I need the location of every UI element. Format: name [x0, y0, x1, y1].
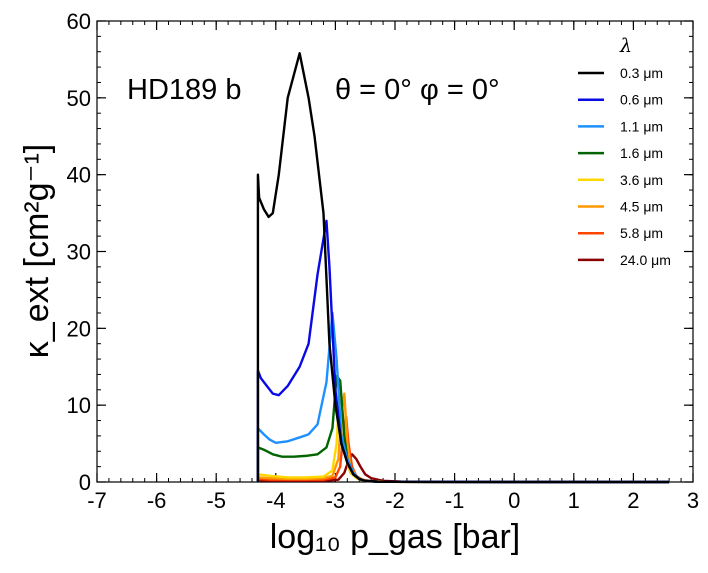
- legend-label: 24.0 μm: [620, 252, 671, 268]
- legend: λ 0.3 μm 0.6 μm 1.1 μm 1.6 μm 3.6 μm 4.5 μm 5.…: [578, 35, 671, 268]
- x-tick-label: -2: [385, 488, 405, 513]
- legend-label: 4.5 μm: [620, 199, 663, 215]
- angle-annotation: θ = 0° φ = 0°: [335, 74, 500, 106]
- legend-label: 0.3 μm: [620, 65, 663, 81]
- x-tick-label: 3: [687, 488, 699, 513]
- y-tick-label: 10: [67, 393, 91, 418]
- x-tick-label: 0: [508, 488, 520, 513]
- legend-title: λ: [619, 35, 632, 57]
- legend-label: 1.1 μm: [620, 118, 663, 134]
- x-tick-label: -6: [147, 488, 167, 513]
- y-tick-label: 60: [67, 9, 91, 34]
- y-tick-label: 20: [67, 316, 91, 341]
- y-tick-label: 50: [67, 86, 91, 111]
- legend-label: 1.6 μm: [620, 145, 663, 161]
- x-tick-label: 1: [568, 488, 580, 513]
- y-tick-label: 40: [67, 163, 91, 188]
- series-line-1.6um: [256, 374, 670, 484]
- series-line-3.6um: [256, 379, 670, 484]
- x-axis-ticks: -7 -6 -5 -4 -3 -2 -1 0 1 2 3: [87, 21, 699, 513]
- y-axis-ticks: 0 10 20 30 40 50 60: [67, 9, 693, 495]
- series-layer: [256, 52, 670, 484]
- legend-label: 5.8 μm: [620, 225, 663, 241]
- planet-annotation: HD189 b: [127, 74, 241, 106]
- y-axis-label: κ_ext [cm²g⁻¹]: [18, 144, 56, 358]
- series-line-1.1um: [256, 311, 670, 484]
- x-tick-label: -1: [445, 488, 465, 513]
- x-tick-label: -4: [266, 488, 286, 513]
- series-line-4.5um: [256, 392, 670, 484]
- y-tick-label: 0: [79, 470, 91, 495]
- x-tick-label: -3: [326, 488, 346, 513]
- legend-label: 3.6 μm: [620, 172, 663, 188]
- x-axis-label: log₁₀ p_gas [bar]: [270, 518, 521, 556]
- series-line-5.8um: [256, 415, 670, 484]
- series-line-0.6um: [256, 219, 670, 484]
- x-tick-label: -5: [206, 488, 226, 513]
- x-tick-label: 2: [627, 488, 639, 513]
- x-tick-label: -7: [87, 488, 107, 513]
- legend-label: 0.6 μm: [620, 92, 663, 108]
- series-line-0.3um: [256, 52, 670, 484]
- y-tick-label: 30: [67, 240, 91, 265]
